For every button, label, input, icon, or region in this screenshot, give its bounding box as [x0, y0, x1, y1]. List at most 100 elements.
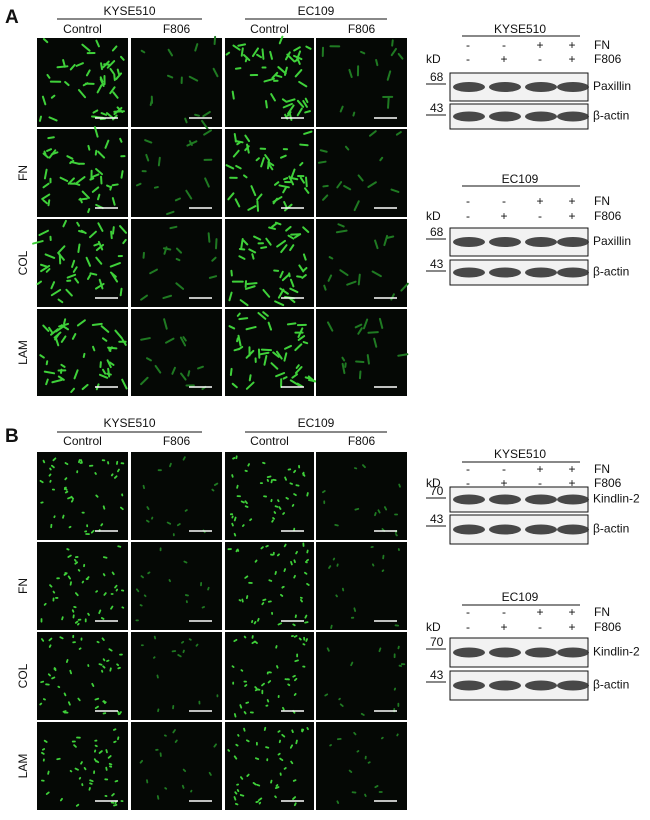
- fluorescence: [140, 294, 148, 301]
- condition-name: F806: [594, 620, 622, 634]
- fluorescence: [47, 199, 51, 207]
- fluorescence: [45, 360, 49, 366]
- fluorescence: [195, 643, 199, 647]
- condition-sign: +: [500, 52, 507, 66]
- fluorescence: [279, 270, 284, 279]
- fluorescence: [274, 300, 285, 307]
- fluorescence: [294, 677, 298, 682]
- fluorescence: [273, 181, 280, 186]
- fluorescence: [89, 782, 93, 785]
- fluorescence: [187, 370, 191, 377]
- fluorescence: [188, 75, 199, 82]
- micrograph: [37, 38, 128, 127]
- condition-sign: -: [466, 194, 470, 208]
- image-background: [316, 452, 407, 540]
- fluorescence: [177, 654, 182, 658]
- fluorescence: [281, 733, 286, 738]
- micrograph: [131, 542, 222, 630]
- fluorescence: [78, 230, 85, 234]
- fluorescence: [176, 523, 181, 527]
- fluorescence: [77, 622, 80, 626]
- band: [489, 524, 521, 535]
- fluorescence: [111, 793, 115, 797]
- fluorescence: [301, 274, 307, 279]
- fluorescence: [59, 176, 69, 183]
- fluorescence: [102, 556, 108, 559]
- fluorescence: [327, 274, 333, 282]
- fluorescence: [80, 761, 83, 765]
- fluorescence: [282, 186, 288, 194]
- fluorescence: [153, 656, 156, 659]
- fluorescence: [171, 366, 176, 375]
- fluorescence: [108, 762, 113, 766]
- fluorescence: [96, 193, 101, 201]
- fluorescence: [380, 736, 384, 740]
- fluorescence: [225, 51, 231, 56]
- fluorescence: [306, 582, 310, 586]
- fluorescence: [281, 706, 285, 711]
- fluorescence: [213, 743, 217, 748]
- fluorescence: [63, 318, 67, 325]
- fluorescence: [283, 568, 287, 572]
- fluorescence: [48, 637, 53, 642]
- micrograph: [131, 35, 222, 130]
- fluorescence: [304, 571, 308, 575]
- fluorescence: [201, 119, 209, 130]
- fluorescence: [266, 475, 272, 478]
- fluorescence: [265, 746, 270, 749]
- image-background: [131, 38, 222, 127]
- fluorescence: [302, 99, 308, 108]
- fluorescence: [50, 151, 59, 156]
- fluorescence: [87, 612, 90, 616]
- fluorescence: [267, 321, 273, 331]
- image-background: [225, 542, 314, 630]
- micrograph: [37, 722, 128, 810]
- fluorescence: [119, 55, 125, 61]
- fluorescence: [330, 624, 333, 629]
- condition-sign: -: [538, 620, 542, 634]
- fluorescence: [227, 749, 231, 752]
- fluorescence: [261, 48, 265, 60]
- protein-label: β-actin: [593, 109, 629, 123]
- band: [557, 237, 589, 247]
- fluorescence: [240, 47, 244, 57]
- fluorescence: [302, 341, 309, 345]
- micrograph: [225, 722, 314, 810]
- micrograph: [225, 452, 314, 540]
- fluorescence: [64, 81, 70, 87]
- band: [557, 494, 589, 505]
- fluorescence: [275, 784, 279, 787]
- marker: 70: [430, 484, 444, 498]
- fluorescence: [109, 185, 113, 191]
- fluorescence: [59, 797, 63, 802]
- fluorescence: [179, 336, 187, 347]
- fluorescence: [81, 383, 89, 391]
- fluorescence: [76, 319, 86, 327]
- fluorescence: [43, 739, 48, 743]
- micrograph: [131, 219, 222, 307]
- fluorescence: [275, 372, 286, 378]
- fluorescence: [39, 354, 45, 359]
- condition-name: FN: [594, 38, 610, 52]
- band: [525, 111, 557, 122]
- fluorescence: [296, 382, 304, 388]
- marker: 43: [430, 512, 444, 526]
- fluorescence: [43, 602, 47, 606]
- micrograph: [32, 219, 128, 307]
- fluorescence: [41, 95, 47, 106]
- condition-sign: -: [502, 605, 506, 619]
- condition-sign: -: [502, 194, 506, 208]
- fluorescence: [162, 247, 172, 251]
- marker: 68: [430, 70, 444, 84]
- fluorescence: [89, 177, 95, 181]
- fluorescence: [74, 592, 79, 597]
- fluorescence: [95, 590, 98, 593]
- fluorescence: [231, 522, 234, 527]
- fluorescence: [94, 282, 105, 290]
- fluorescence: [74, 620, 79, 624]
- fluorescence: [245, 701, 250, 704]
- fluorescence: [91, 186, 100, 193]
- marker: 43: [430, 668, 444, 682]
- fluorescence: [295, 364, 300, 369]
- fluorescence: [244, 145, 250, 152]
